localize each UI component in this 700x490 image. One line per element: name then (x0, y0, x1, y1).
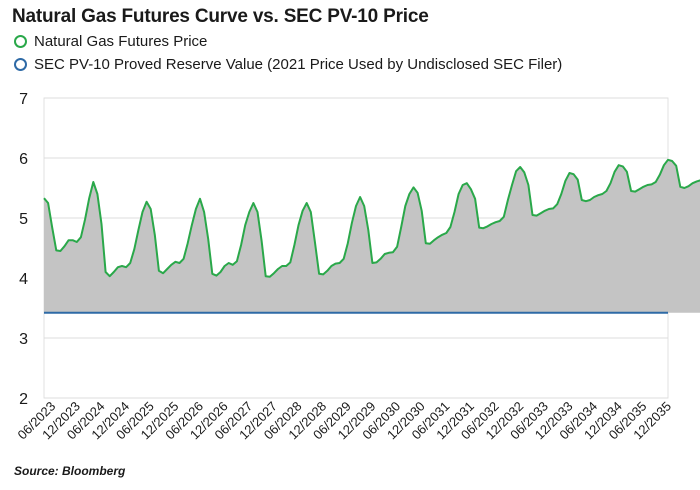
y-tick-label: 6 (19, 151, 28, 168)
y-tick-label: 7 (19, 91, 28, 108)
green-circle-icon (14, 35, 27, 48)
legend-label-futures: Natural Gas Futures Price (34, 33, 208, 50)
legend-label-sec: SEC PV-10 Proved Reserve Value (2021 Pri… (34, 56, 563, 73)
blue-circle-icon (14, 58, 27, 71)
chart-title: Natural Gas Futures Curve vs. SEC PV-10 … (12, 6, 429, 27)
y-tick-label: 5 (19, 211, 28, 228)
y-axis-ticks: 7 6 5 4 3 2 (19, 91, 28, 408)
area-layer (43, 158, 700, 314)
y-tick-label: 2 (19, 391, 28, 408)
y-tick-label: 4 (19, 271, 28, 288)
legend-item-futures: Natural Gas Futures Price (14, 33, 207, 50)
futures-area-fill (44, 159, 700, 313)
source-note: Source: Bloomberg (14, 464, 126, 478)
x-axis-ticks: 06/202312/202306/202412/202406/202512/20… (14, 398, 674, 442)
y-tick-label: 3 (19, 331, 28, 348)
futures-price-line (43, 158, 700, 278)
legend-item-sec: SEC PV-10 Proved Reserve Value (2021 Pri… (14, 56, 562, 73)
